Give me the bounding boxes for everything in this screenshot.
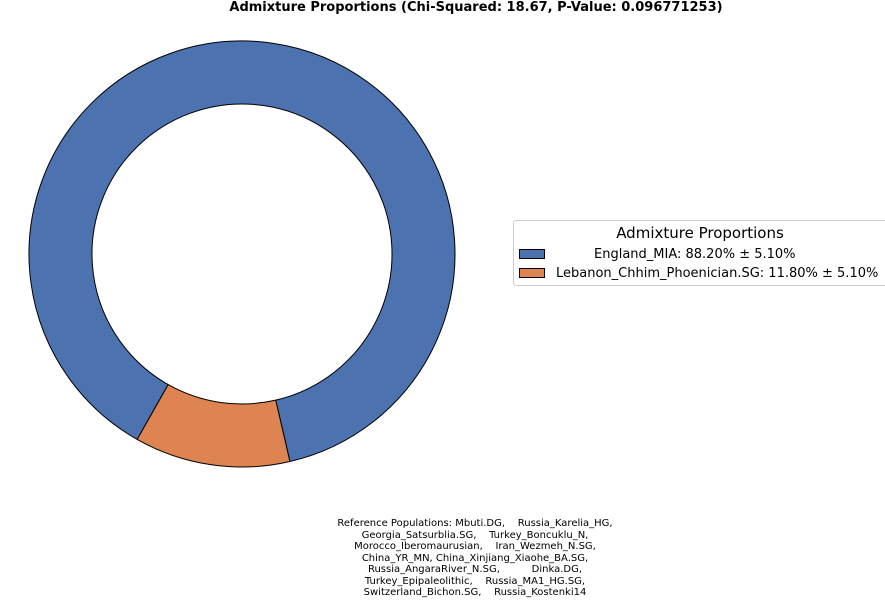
footnote-line: Reference Populations: Mbuti.DG, Russia_… (337, 518, 613, 529)
footnote-line: Morocco_Iberomaurusian, Iran_Wezmeh_N.SG… (354, 541, 596, 552)
footnote-line: Georgia_Satsurblia.SG, Turkey_Boncuklu_N… (361, 529, 589, 541)
legend-label-england-mia: England_MIA: 88.20% ± 5.10% (594, 247, 796, 262)
footnote-line: China_YR_MN, China_Xinjiang_Xiaohe_BA.SG… (361, 552, 589, 564)
legend-swatch-lebanon-chhim-phoenician (519, 268, 545, 278)
legend: Admixture Proportions England_MIA: 88.20… (513, 220, 885, 286)
footnote-line: Switzerland_Bichon.SG, Russia_Kostenki14 (363, 587, 587, 598)
legend-title: Admixture Proportions (616, 224, 784, 242)
legend-label-lebanon-chhim-phoenician: Lebanon_Chhim_Phoenician.SG: 11.80% ± 5.… (556, 266, 879, 281)
donut-slice-lebanon-chhim-phoenician-sg (136, 384, 291, 468)
legend-item-england-mia: England_MIA: 88.20% ± 5.10% (519, 246, 881, 264)
footnote-line: Russia_AngaraRiver_N.SG, Dinka.DG, (367, 564, 583, 575)
legend-item-lebanon-chhim-phoenician: Lebanon_Chhim_Phoenician.SG: 11.80% ± 5.… (519, 265, 881, 283)
legend-swatch-england-mia (519, 249, 545, 259)
donut-slice-england-mia (28, 40, 456, 463)
chart-title: Admixture Proportions (Chi-Squared: 18.6… (229, 0, 723, 15)
reference-populations-note: Reference Populations: Mbuti.DG, Russia_… (300, 518, 650, 599)
footnote-line: Turkey_Epipaleolithic, Russia_MA1_HG.SG, (364, 575, 586, 587)
